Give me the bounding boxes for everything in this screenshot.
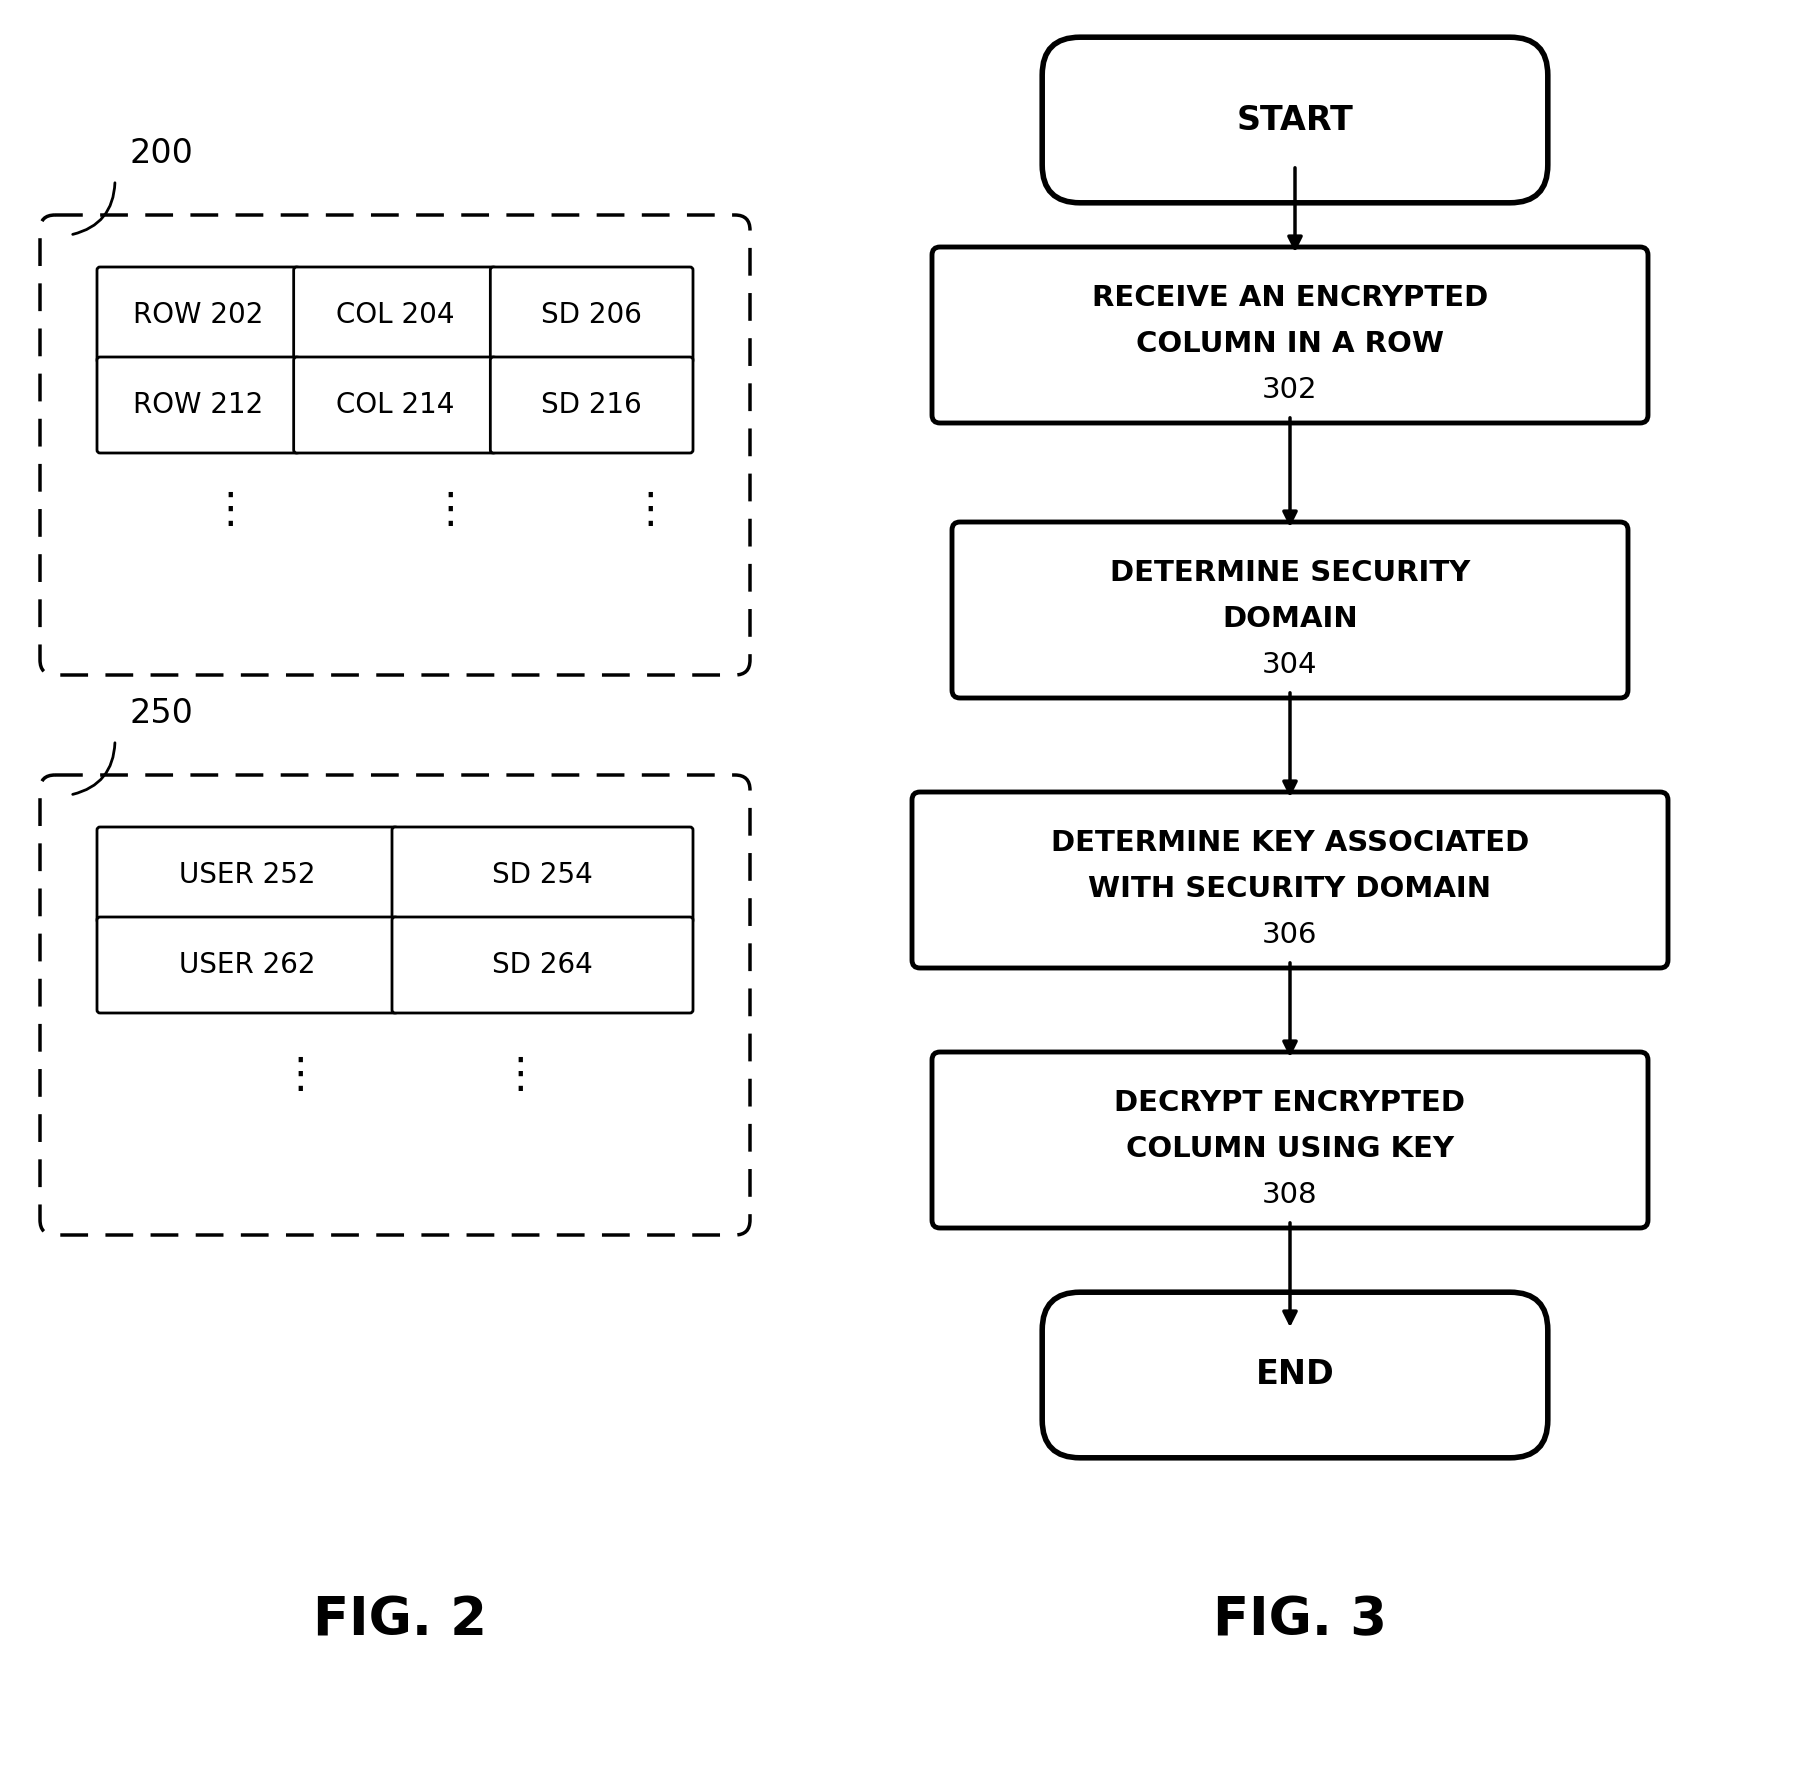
Text: COL 214: COL 214 xyxy=(336,391,454,420)
FancyBboxPatch shape xyxy=(294,357,495,454)
Text: WITH SECURITY DOMAIN: WITH SECURITY DOMAIN xyxy=(1088,875,1491,904)
Text: DETERMINE SECURITY: DETERMINE SECURITY xyxy=(1110,559,1469,588)
Text: 250: 250 xyxy=(131,697,194,730)
Text: DETERMINE KEY ASSOCIATED: DETERMINE KEY ASSOCIATED xyxy=(1050,829,1527,857)
Text: DOMAIN: DOMAIN xyxy=(1221,605,1357,634)
Text: RECEIVE AN ENCRYPTED: RECEIVE AN ENCRYPTED xyxy=(1092,284,1487,313)
FancyBboxPatch shape xyxy=(911,791,1667,968)
FancyBboxPatch shape xyxy=(490,357,693,454)
Text: FIG. 2: FIG. 2 xyxy=(312,1593,486,1647)
FancyBboxPatch shape xyxy=(96,266,299,363)
FancyBboxPatch shape xyxy=(1041,38,1547,204)
Text: USER 262: USER 262 xyxy=(180,950,316,979)
FancyBboxPatch shape xyxy=(490,266,693,363)
Text: FIG. 3: FIG. 3 xyxy=(1212,1593,1386,1647)
Text: USER 252: USER 252 xyxy=(180,861,316,889)
Text: ROW 202: ROW 202 xyxy=(132,302,263,329)
FancyBboxPatch shape xyxy=(40,214,749,675)
Text: COLUMN IN A ROW: COLUMN IN A ROW xyxy=(1136,330,1444,359)
Text: 200: 200 xyxy=(131,138,194,170)
Text: 308: 308 xyxy=(1261,1181,1317,1209)
Text: ⋮: ⋮ xyxy=(428,489,470,530)
Text: SD 216: SD 216 xyxy=(541,391,642,420)
Text: START: START xyxy=(1235,104,1353,136)
FancyBboxPatch shape xyxy=(294,266,495,363)
Text: DECRYPT ENCRYPTED: DECRYPT ENCRYPTED xyxy=(1114,1089,1464,1118)
FancyBboxPatch shape xyxy=(392,916,693,1013)
Text: SD 264: SD 264 xyxy=(492,950,593,979)
FancyBboxPatch shape xyxy=(392,827,693,923)
FancyBboxPatch shape xyxy=(931,246,1647,423)
FancyBboxPatch shape xyxy=(1041,1293,1547,1457)
Text: ROW 212: ROW 212 xyxy=(132,391,263,420)
FancyBboxPatch shape xyxy=(952,522,1627,698)
Text: 304: 304 xyxy=(1261,650,1317,679)
Text: ⋮: ⋮ xyxy=(209,489,250,530)
Text: COLUMN USING KEY: COLUMN USING KEY xyxy=(1125,1136,1453,1163)
Text: SD 206: SD 206 xyxy=(541,302,642,329)
Text: ⋮: ⋮ xyxy=(279,1054,321,1097)
FancyBboxPatch shape xyxy=(96,357,299,454)
Text: SD 254: SD 254 xyxy=(492,861,593,889)
Text: COL 204: COL 204 xyxy=(336,302,454,329)
FancyBboxPatch shape xyxy=(96,827,397,923)
Text: 302: 302 xyxy=(1261,375,1317,404)
Text: ⋮: ⋮ xyxy=(629,489,671,530)
FancyBboxPatch shape xyxy=(96,916,397,1013)
FancyBboxPatch shape xyxy=(931,1052,1647,1229)
Text: END: END xyxy=(1255,1359,1333,1391)
Text: ⋮: ⋮ xyxy=(499,1054,541,1097)
Text: 306: 306 xyxy=(1261,922,1317,948)
FancyBboxPatch shape xyxy=(40,775,749,1234)
